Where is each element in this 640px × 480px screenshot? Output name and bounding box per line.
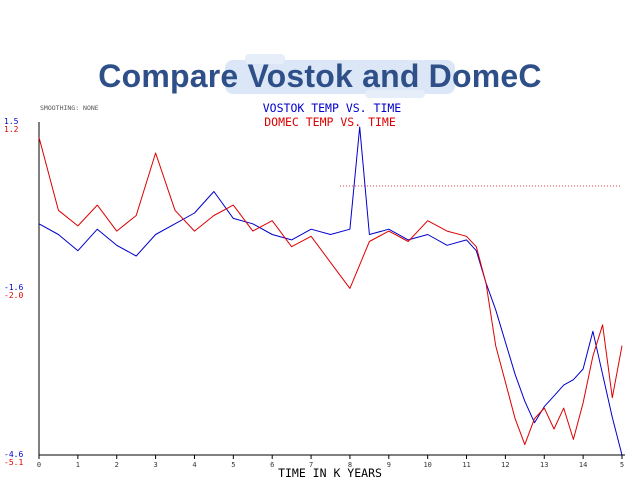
x-tick-label: 9 xyxy=(387,461,391,469)
legend-vostok: VOSTOK TEMP VS. TIME xyxy=(263,101,402,115)
x-tick-label: 11 xyxy=(462,461,470,469)
y-tick-label: -4.6 xyxy=(4,450,23,459)
y-tick-label: -1.6 xyxy=(4,283,23,292)
x-tick-label: 5 xyxy=(620,461,624,469)
legend-domec: DOMEC TEMP VS. TIME xyxy=(264,115,396,129)
domec-series-line xyxy=(38,137,623,446)
y-tick-label: -2.0 xyxy=(4,291,23,300)
slide-title: Compare Vostok and DomeC xyxy=(98,58,542,94)
x-tick-label: 4 xyxy=(192,461,196,469)
x-tick-label: 14 xyxy=(579,461,587,469)
x-tick-label: 13 xyxy=(540,461,548,469)
x-tick-label: 5 xyxy=(231,461,235,469)
x-tick-label: 3 xyxy=(153,461,157,469)
x-tick-label: 1 xyxy=(76,461,80,469)
x-tick-label: 6 xyxy=(270,461,274,469)
x-axis-label: TIME IN K YEARS xyxy=(278,466,382,480)
smoothing-label: SMOOTHING: NONE xyxy=(40,104,99,112)
y-tick-label: 1.2 xyxy=(4,125,19,134)
vostok-series-line xyxy=(38,126,623,456)
decorative-title-band xyxy=(225,54,455,98)
x-tick-label: 2 xyxy=(115,461,119,469)
y-tick-label: -5.1 xyxy=(4,458,23,467)
x-tick-label: 7 xyxy=(309,461,313,469)
y-tick-label: 1.5 xyxy=(4,117,19,126)
x-tick-label: 0 xyxy=(37,461,41,469)
x-tick-label: 8 xyxy=(348,461,352,469)
x-tick-label: 12 xyxy=(501,461,509,469)
x-tick-label: 10 xyxy=(423,461,431,469)
